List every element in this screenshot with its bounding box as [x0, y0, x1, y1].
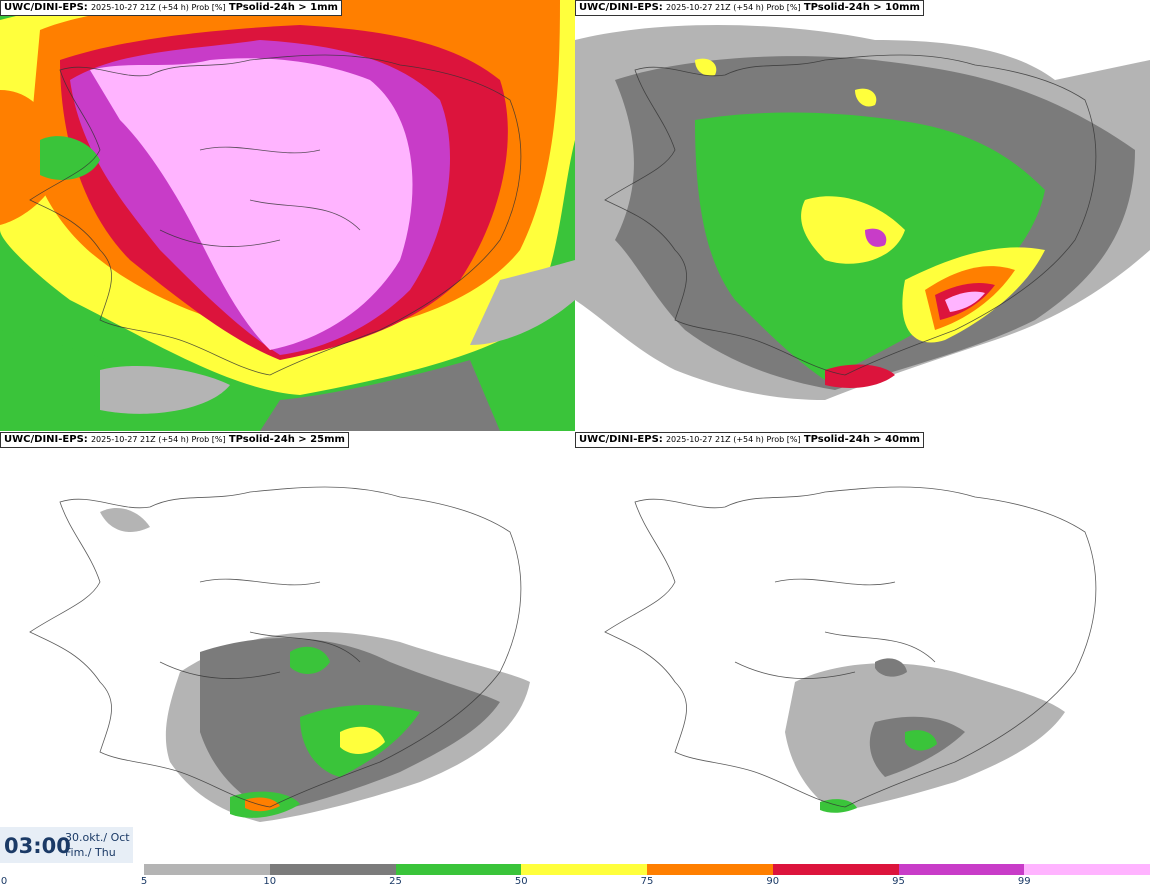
probability-map	[29, 486, 531, 822]
legend-swatch	[772, 864, 899, 875]
map-panel-1mm: UWC/DINI-EPS: 2025-10-27 21Z (+54 h) Pro…	[0, 0, 575, 431]
valid-weekday: Fim./ Thu	[65, 846, 116, 859]
map-panel-10mm: UWC/DINI-EPS: 2025-10-27 21Z (+54 h) Pro…	[575, 0, 1150, 431]
parameter-label: TPsolid-24h > 40mm	[803, 434, 920, 445]
probability-map	[0, 0, 575, 431]
legend-tick-label: 75	[640, 876, 654, 887]
model-name: UWC/DINI-EPS:	[4, 2, 88, 13]
probability-color-legend	[144, 864, 1150, 875]
legend-swatch	[898, 864, 1025, 875]
legend-swatch	[1024, 864, 1150, 875]
legend-swatch	[647, 864, 773, 875]
legend-tick-labels: 0 5 10 25 50 75 90 95 99	[0, 876, 1150, 891]
run-info: 2025-10-27 21Z (+54 h) Prob [%]	[665, 435, 801, 444]
legend-tick-label: 10	[263, 876, 277, 887]
legend-tick-label: 99	[1017, 876, 1031, 887]
run-info: 2025-10-27 21Z (+54 h) Prob [%]	[665, 3, 801, 12]
run-info: 2025-10-27 21Z (+54 h) Prob [%]	[90, 3, 226, 12]
map-panel-40mm: UWC/DINI-EPS: 2025-10-27 21Z (+54 h) Pro…	[575, 432, 1150, 863]
valid-date: 30.okt./ Oct	[65, 831, 130, 844]
legend-tick-label: 5	[140, 876, 148, 887]
model-name: UWC/DINI-EPS:	[579, 2, 663, 13]
probability-map	[575, 25, 1150, 400]
legend-swatch	[395, 864, 522, 875]
parameter-label: TPsolid-24h > 10mm	[803, 2, 920, 13]
legend-tick-label: 90	[766, 876, 780, 887]
legend-tick-label: 50	[514, 876, 528, 887]
panel-title: UWC/DINI-EPS: 2025-10-27 21Z (+54 h) Pro…	[575, 432, 924, 448]
parameter-label: TPsolid-24h > 1mm	[228, 2, 338, 13]
legend-swatch	[144, 864, 270, 875]
panel-title: UWC/DINI-EPS: 2025-10-27 21Z (+54 h) Pro…	[0, 432, 349, 448]
legend-tick-label: 95	[892, 876, 905, 887]
panel-title: UWC/DINI-EPS: 2025-10-27 21Z (+54 h) Pro…	[575, 0, 924, 16]
legend-tick-label: 25	[389, 876, 402, 887]
model-name: UWC/DINI-EPS:	[4, 434, 88, 445]
legend-swatch	[521, 864, 647, 875]
parameter-label: TPsolid-24h > 25mm	[228, 434, 345, 445]
run-info: 2025-10-27 21Z (+54 h) Prob [%]	[90, 435, 226, 444]
map-panel-25mm: UWC/DINI-EPS: 2025-10-27 21Z (+54 h) Pro…	[0, 432, 575, 863]
legend-tick-label: 0	[0, 876, 8, 887]
probability-map	[604, 486, 1097, 813]
valid-time: 03:00	[4, 834, 71, 858]
legend-swatch	[269, 864, 396, 875]
model-name: UWC/DINI-EPS:	[579, 434, 663, 445]
valid-time-box: 03:00 30.okt./ Oct Fim./ Thu	[0, 827, 133, 863]
panel-title: UWC/DINI-EPS: 2025-10-27 21Z (+54 h) Pro…	[0, 0, 342, 16]
